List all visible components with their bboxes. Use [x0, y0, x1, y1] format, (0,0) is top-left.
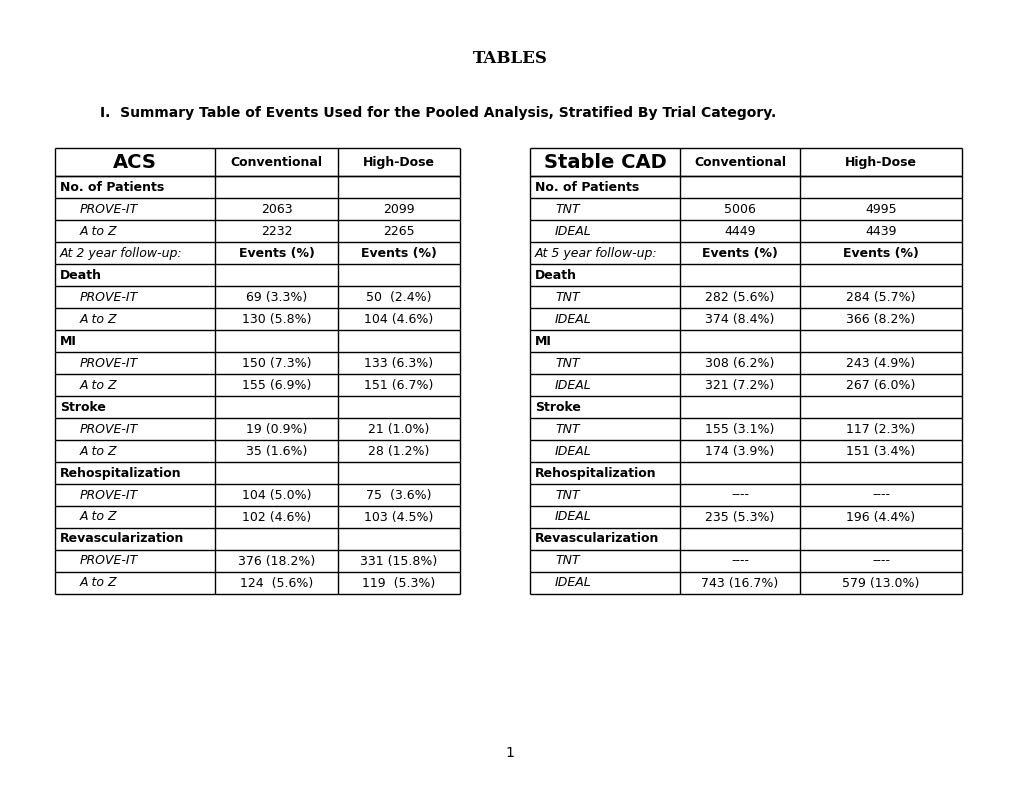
Text: ----: ----: [731, 489, 748, 501]
Text: 267 (6.0%): 267 (6.0%): [846, 378, 915, 392]
Text: 284 (5.7%): 284 (5.7%): [846, 291, 915, 303]
Text: 102 (4.6%): 102 (4.6%): [242, 511, 311, 523]
Text: PROVE-IT: PROVE-IT: [79, 555, 139, 567]
Text: 743 (16.7%): 743 (16.7%): [701, 577, 777, 589]
Text: IDEAL: IDEAL: [554, 444, 591, 458]
Text: A to Z: A to Z: [79, 378, 117, 392]
Text: Events (%): Events (%): [361, 247, 436, 259]
Text: 174 (3.9%): 174 (3.9%): [705, 444, 773, 458]
Text: 133 (6.3%): 133 (6.3%): [364, 356, 433, 370]
Text: 4449: 4449: [723, 225, 755, 237]
Text: IDEAL: IDEAL: [554, 511, 591, 523]
Text: Stroke: Stroke: [60, 400, 106, 414]
Text: IDEAL: IDEAL: [554, 577, 591, 589]
Text: 2099: 2099: [383, 203, 415, 215]
Text: ----: ----: [871, 555, 890, 567]
Text: ACS: ACS: [113, 153, 157, 172]
Text: 579 (13.0%): 579 (13.0%): [842, 577, 919, 589]
Text: TNT: TNT: [554, 555, 579, 567]
Text: Revascularization: Revascularization: [535, 533, 658, 545]
Text: Conventional: Conventional: [693, 155, 786, 169]
Text: I.  Summary Table of Events Used for the Pooled Analysis, Stratified By Trial Ca: I. Summary Table of Events Used for the …: [100, 106, 775, 120]
Text: PROVE-IT: PROVE-IT: [79, 489, 139, 501]
Text: TNT: TNT: [554, 489, 579, 501]
Text: IDEAL: IDEAL: [554, 378, 591, 392]
Text: 150 (7.3%): 150 (7.3%): [242, 356, 311, 370]
Text: PROVE-IT: PROVE-IT: [79, 356, 139, 370]
Text: Conventional: Conventional: [230, 155, 322, 169]
Text: Death: Death: [535, 269, 577, 281]
Text: 331 (15.8%): 331 (15.8%): [360, 555, 437, 567]
Text: 117 (2.3%): 117 (2.3%): [846, 422, 915, 436]
Text: 2265: 2265: [383, 225, 415, 237]
Text: 119  (5.3%): 119 (5.3%): [362, 577, 435, 589]
Text: High-Dose: High-Dose: [363, 155, 434, 169]
Text: 2232: 2232: [261, 225, 292, 237]
Text: 75  (3.6%): 75 (3.6%): [366, 489, 431, 501]
Text: TNT: TNT: [554, 422, 579, 436]
Text: 104 (5.0%): 104 (5.0%): [242, 489, 311, 501]
Text: TABLES: TABLES: [472, 50, 547, 66]
Text: 151 (3.4%): 151 (3.4%): [846, 444, 915, 458]
Text: 155 (6.9%): 155 (6.9%): [242, 378, 311, 392]
Text: No. of Patients: No. of Patients: [60, 180, 164, 194]
Text: 376 (18.2%): 376 (18.2%): [237, 555, 315, 567]
Text: 196 (4.4%): 196 (4.4%): [846, 511, 915, 523]
Text: At 5 year follow-up:: At 5 year follow-up:: [535, 247, 657, 259]
Text: A to Z: A to Z: [79, 511, 117, 523]
Text: 243 (4.9%): 243 (4.9%): [846, 356, 915, 370]
Text: 4439: 4439: [864, 225, 896, 237]
Text: 374 (8.4%): 374 (8.4%): [704, 313, 773, 325]
Text: IDEAL: IDEAL: [554, 225, 591, 237]
Text: A to Z: A to Z: [79, 444, 117, 458]
Text: Rehospitalization: Rehospitalization: [535, 466, 656, 480]
Text: A to Z: A to Z: [79, 225, 117, 237]
Text: ----: ----: [871, 489, 890, 501]
Text: 28 (1.2%): 28 (1.2%): [368, 444, 429, 458]
Text: Revascularization: Revascularization: [60, 533, 184, 545]
Text: 35 (1.6%): 35 (1.6%): [246, 444, 307, 458]
Text: Events (%): Events (%): [843, 247, 918, 259]
Text: Stroke: Stroke: [535, 400, 580, 414]
Text: High-Dose: High-Dose: [844, 155, 916, 169]
Text: 321 (7.2%): 321 (7.2%): [705, 378, 773, 392]
Text: MI: MI: [535, 334, 551, 348]
Text: TNT: TNT: [554, 291, 579, 303]
Text: Death: Death: [60, 269, 102, 281]
Text: At 2 year follow-up:: At 2 year follow-up:: [60, 247, 182, 259]
Text: 282 (5.6%): 282 (5.6%): [704, 291, 773, 303]
Text: 4995: 4995: [864, 203, 896, 215]
Text: 21 (1.0%): 21 (1.0%): [368, 422, 429, 436]
Text: 235 (5.3%): 235 (5.3%): [704, 511, 773, 523]
Text: Stable CAD: Stable CAD: [543, 153, 665, 172]
Text: 155 (3.1%): 155 (3.1%): [704, 422, 773, 436]
Text: TNT: TNT: [554, 203, 579, 215]
Text: PROVE-IT: PROVE-IT: [79, 422, 139, 436]
Text: 69 (3.3%): 69 (3.3%): [246, 291, 307, 303]
Text: 19 (0.9%): 19 (0.9%): [246, 422, 307, 436]
Text: Events (%): Events (%): [238, 247, 314, 259]
Text: IDEAL: IDEAL: [554, 313, 591, 325]
Text: A to Z: A to Z: [79, 577, 117, 589]
Text: 308 (6.2%): 308 (6.2%): [704, 356, 773, 370]
Text: 366 (8.2%): 366 (8.2%): [846, 313, 915, 325]
Text: 104 (4.6%): 104 (4.6%): [364, 313, 433, 325]
Text: PROVE-IT: PROVE-IT: [79, 203, 139, 215]
Text: 130 (5.8%): 130 (5.8%): [242, 313, 311, 325]
Text: MI: MI: [60, 334, 76, 348]
Text: 2063: 2063: [261, 203, 292, 215]
Text: 5006: 5006: [723, 203, 755, 215]
Text: 50  (2.4%): 50 (2.4%): [366, 291, 431, 303]
Text: 151 (6.7%): 151 (6.7%): [364, 378, 433, 392]
Text: 124  (5.6%): 124 (5.6%): [239, 577, 313, 589]
Text: A to Z: A to Z: [79, 313, 117, 325]
Text: No. of Patients: No. of Patients: [535, 180, 639, 194]
Text: 1: 1: [505, 746, 514, 760]
Text: PROVE-IT: PROVE-IT: [79, 291, 139, 303]
Text: Events (%): Events (%): [701, 247, 777, 259]
Text: TNT: TNT: [554, 356, 579, 370]
Text: 103 (4.5%): 103 (4.5%): [364, 511, 433, 523]
Text: Rehospitalization: Rehospitalization: [60, 466, 181, 480]
Text: ----: ----: [731, 555, 748, 567]
